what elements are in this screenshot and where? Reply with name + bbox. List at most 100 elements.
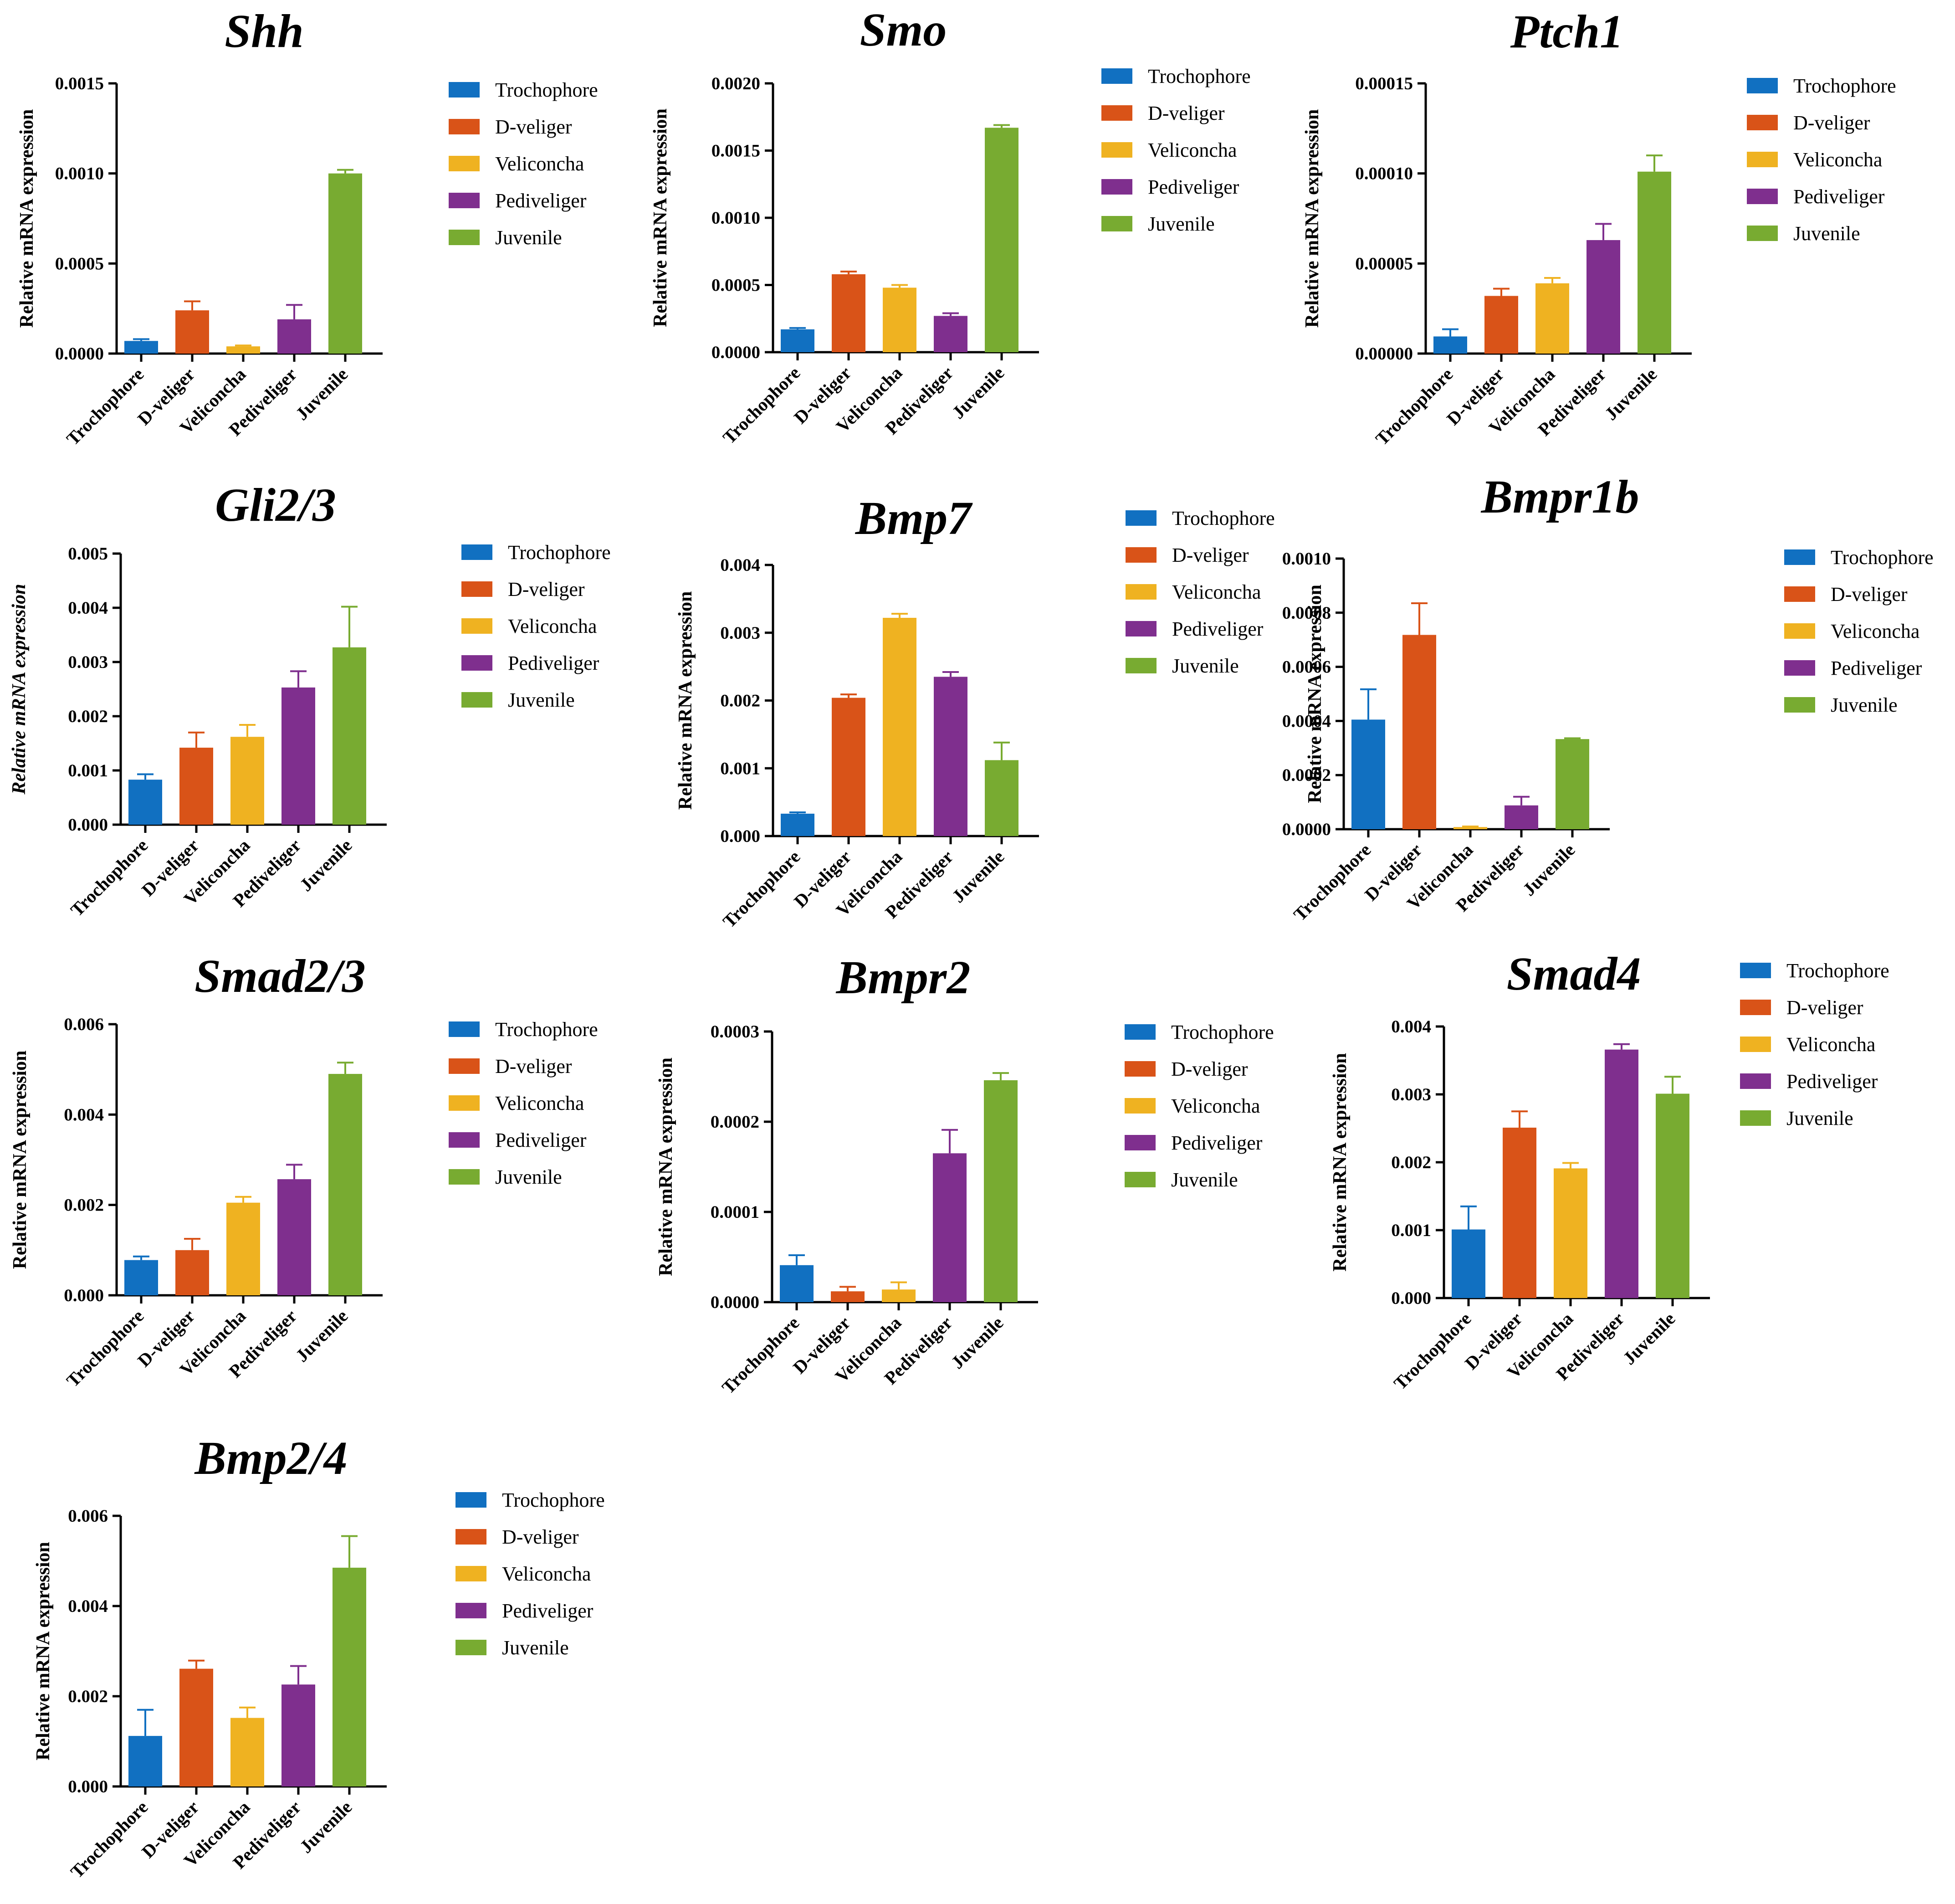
y-tick-label: 0.001 bbox=[1391, 1221, 1431, 1240]
bar-veliconcha bbox=[1453, 827, 1487, 829]
legend-swatch bbox=[461, 618, 492, 634]
legend-swatch bbox=[1784, 697, 1815, 713]
legend-label: Juvenile bbox=[502, 1637, 569, 1659]
y-tick-label: 0.0015 bbox=[55, 74, 104, 93]
legend-label: Juvenile bbox=[1148, 213, 1215, 235]
chart-title: Bmp7 bbox=[855, 492, 973, 544]
y-tick-label: 0.000 bbox=[68, 1777, 108, 1796]
chart-panel-7: Smad2/3 Relative mRNA expression 0.000 0.00… bbox=[10, 950, 598, 1391]
bar-pediveliger bbox=[277, 1179, 311, 1295]
legend-label: Trochophore bbox=[1831, 546, 1934, 569]
bar-d-veliger bbox=[1503, 1128, 1536, 1298]
chart-title: Gli2/3 bbox=[215, 479, 336, 531]
y-tick-label: 0.000 bbox=[64, 1286, 104, 1305]
legend-swatch bbox=[1101, 105, 1132, 121]
legend-label: Pediveliger bbox=[495, 1129, 587, 1151]
y-tick-label: 0.000 bbox=[68, 815, 108, 835]
legend-swatch bbox=[1747, 189, 1778, 204]
y-tick-label: 0.004 bbox=[1391, 1017, 1431, 1037]
legend-swatch bbox=[449, 156, 480, 171]
legend-label: D-veliger bbox=[1171, 1058, 1248, 1080]
bar-juvenile bbox=[333, 647, 366, 825]
bar-veliconcha bbox=[230, 737, 264, 825]
x-tick-label: Trochophore bbox=[67, 1797, 152, 1882]
legend-swatch bbox=[1126, 621, 1157, 636]
bar-juvenile bbox=[985, 128, 1018, 352]
y-tick-label: 0.00015 bbox=[1355, 74, 1413, 93]
legend-swatch bbox=[1101, 179, 1132, 195]
legend-label: Trochophore bbox=[508, 541, 611, 564]
bar-trochophore bbox=[781, 329, 814, 352]
legend-label: Pediveliger bbox=[1831, 657, 1922, 679]
bar-veliconcha bbox=[883, 287, 916, 352]
legend-label: Veliconcha bbox=[1793, 149, 1882, 171]
y-tick-label: 0.0000 bbox=[711, 343, 760, 362]
x-tick-label: Juvenile bbox=[948, 847, 1008, 907]
y-tick-label: 0.0005 bbox=[711, 276, 760, 295]
y-tick-label: 0.003 bbox=[1391, 1085, 1431, 1104]
legend-swatch bbox=[1126, 547, 1157, 563]
y-tick-label: 0.0002 bbox=[711, 1112, 759, 1132]
y-axis-label: Relative mRNA expression bbox=[1302, 109, 1323, 328]
y-tick-label: 0.0004 bbox=[1282, 711, 1331, 731]
bar-juvenile bbox=[328, 173, 362, 354]
y-axis-label: Relative mRNA expression bbox=[675, 591, 696, 810]
legend-label: Trochophore bbox=[1172, 507, 1275, 529]
y-tick-label: 0.003 bbox=[720, 623, 760, 643]
legend-label: Pediveliger bbox=[495, 190, 587, 212]
legend-label: Juvenile bbox=[1831, 694, 1898, 716]
y-tick-label: 0.005 bbox=[68, 544, 108, 564]
bar-d-veliger bbox=[831, 1291, 865, 1302]
bar-d-veliger bbox=[175, 310, 209, 354]
y-tick-label: 0.00000 bbox=[1355, 344, 1413, 364]
y-axis-label: Relative mRNA expression bbox=[1305, 585, 1326, 803]
legend-label: Trochophore bbox=[1786, 960, 1889, 982]
y-tick-label: 0.0015 bbox=[711, 141, 760, 161]
bar-trochophore bbox=[780, 1265, 814, 1302]
legend-label: Trochophore bbox=[1171, 1021, 1274, 1043]
x-tick-label: Trochophore bbox=[62, 1306, 148, 1391]
legend-swatch bbox=[1747, 226, 1778, 241]
y-tick-label: 0.0001 bbox=[711, 1202, 759, 1222]
x-tick-label: Trochophore bbox=[1390, 1309, 1475, 1394]
y-axis-label: Relative mRNA expression bbox=[9, 584, 30, 795]
legend-swatch bbox=[449, 1095, 480, 1111]
legend-label: Veliconcha bbox=[495, 1092, 584, 1114]
legend-swatch bbox=[1740, 1073, 1771, 1089]
chart-panel-6: Bmpr1b Relative mRNA expression 0.0000 0.00… bbox=[1282, 471, 1934, 925]
bar-d-veliger bbox=[175, 1250, 209, 1295]
y-tick-label: 0.0010 bbox=[711, 208, 760, 228]
legend-swatch bbox=[455, 1640, 486, 1655]
chart-panel-1: Shh Relative mRNA expression 0.0000 0.0005 0… bbox=[16, 5, 598, 449]
legend-swatch bbox=[461, 692, 492, 708]
bar-juvenile bbox=[328, 1074, 362, 1295]
legend-label: Juvenile bbox=[495, 226, 562, 249]
y-axis-label: Relative mRNA expression bbox=[10, 1051, 31, 1269]
y-tick-label: 0.0006 bbox=[1282, 657, 1331, 677]
chart-panel-9: Smad4 Relative mRNA expression 0.000 0.001 0… bbox=[1330, 948, 1889, 1394]
legend-swatch bbox=[455, 1529, 486, 1545]
bar-pediveliger bbox=[934, 677, 967, 836]
y-tick-label: 0.002 bbox=[68, 1687, 108, 1706]
legend-label: Pediveliger bbox=[1172, 618, 1264, 640]
chart-panel-3: Ptch1 Relative mRNA expression 0.00000 0.00… bbox=[1302, 5, 1896, 449]
legend-label: Veliconcha bbox=[1831, 620, 1919, 642]
y-tick-label: 0.002 bbox=[64, 1196, 104, 1215]
legend-label: Veliconcha bbox=[1148, 139, 1237, 161]
y-tick-label: 0.00010 bbox=[1355, 164, 1413, 184]
chart-panel-5: Bmp7 Relative mRNA expression 0.000 0.001 0.… bbox=[675, 492, 1275, 932]
bar-juvenile bbox=[333, 1567, 366, 1786]
legend-swatch bbox=[1125, 1135, 1156, 1150]
legend-swatch bbox=[455, 1492, 486, 1508]
x-tick-label: Trochophore bbox=[718, 1313, 803, 1398]
legend-swatch bbox=[1125, 1061, 1156, 1077]
legend-swatch bbox=[1126, 658, 1157, 673]
bar-trochophore bbox=[1452, 1229, 1485, 1298]
legend-label: Veliconcha bbox=[1172, 581, 1261, 603]
legend-swatch bbox=[1126, 510, 1157, 526]
bar-d-veliger bbox=[1484, 296, 1518, 354]
legend-swatch bbox=[1740, 1037, 1771, 1052]
chart-panel-8: Bmpr2 Relative mRNA expression 0.0000 0.000… bbox=[655, 951, 1274, 1398]
chart-title: Smo bbox=[860, 4, 947, 56]
bar-trochophore bbox=[124, 341, 158, 354]
